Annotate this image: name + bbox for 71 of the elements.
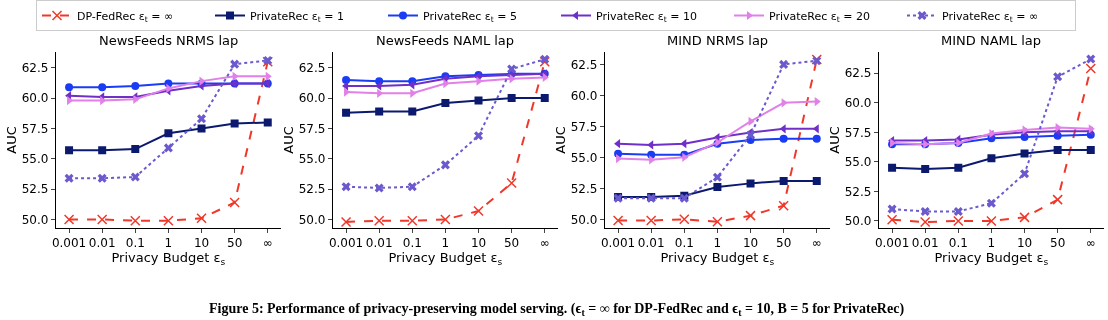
chart-title: MIND NAML lap [941,33,1041,48]
y-tick-label: 55.0 [844,155,872,170]
legend-label: PrivateRec ε$_{t}$ = 1 [250,9,344,25]
y-axis-title: AUC [280,126,296,154]
legend-label: PrivateRec ε$_{t}$ = 20 [769,9,870,25]
y-tick-label: 57.5 [844,125,872,140]
legend-label: DP-FedRec ε$_{t}$ = ∞ [77,9,174,25]
y-tick-label: 62.5 [844,66,872,81]
x-tick-label: 0.1 [125,236,145,251]
x-tick-label: 0.1 [948,236,968,251]
x-tick-label: 0.001 [874,236,910,251]
x-tick-label: 0.001 [328,236,364,251]
x-tick-label: 0.1 [402,236,422,251]
y-tick-label: 50.0 [844,214,872,229]
x-tick-label: 0.1 [674,236,694,251]
y-tick-label: 57.5 [570,119,598,134]
y-tick-label: 60.0 [21,91,49,106]
chart-title: NewsFeeds NAML lap [376,33,515,48]
x-tick-label: ∞ [1085,236,1096,251]
x-tick-label: 0.01 [911,236,939,251]
y-tick-label: 62.5 [21,60,49,75]
y-tick-label: 60.0 [570,88,598,103]
y-tick-label: 52.5 [21,182,49,197]
x-axis-title: Privacy Budget ε$_{s}$ [660,250,775,268]
y-tick-label: 62.5 [298,60,326,75]
x-axis-title: Privacy Budget ε$_{s}$ [111,250,226,268]
chart-title: MIND NRMS lap [667,33,769,48]
x-tick-label: 1 [164,236,173,251]
x-tick-label: 10 [1016,236,1033,251]
y-tick-label: 52.5 [844,184,872,199]
chart-title: NewsFeeds NRMS lap [99,33,239,48]
x-tick-label: 1 [987,236,996,251]
y-tick-label: 52.5 [570,181,598,196]
y-tick-label: 50.0 [298,212,326,227]
x-tick-label: 50 [776,236,792,251]
y-tick-label: 50.0 [21,212,49,227]
x-tick-label: 0.001 [51,236,87,251]
legend-label: PrivateRec ε$_{t}$ = ∞ [942,9,1039,25]
x-tick-label: 1 [441,236,450,251]
y-tick-label: 60.0 [298,91,326,106]
x-tick-label: 0.01 [88,236,116,251]
x-tick-label: 10 [742,236,759,251]
x-tick-label: 10 [193,236,210,251]
x-tick-label: ∞ [262,236,273,251]
y-tick-label: 55.0 [21,152,49,167]
x-tick-label: 50 [1050,236,1066,251]
y-axis-title: AUC [826,126,842,154]
x-tick-label: 0.001 [600,236,636,251]
legend-label: PrivateRec ε$_{t}$ = 10 [596,9,697,25]
legend-label: PrivateRec ε$_{t}$ = 5 [423,9,517,25]
caption: Figure 5: Performance of privacy-preserving model serving. (ϵ$_{t}$ = ∞ for DP-FedRec and ϵ$_{t}$ = 10, B = 5 for PrivateRec) [209,301,905,318]
y-axis-title: AUC [552,126,568,154]
y-tick-label: 50.0 [570,212,598,227]
x-tick-label: 0.01 [637,236,665,251]
x-tick-label: 10 [470,236,487,251]
x-tick-label: 50 [226,236,243,251]
y-tick-label: 55.0 [570,150,598,165]
x-tick-label: 50 [503,236,520,251]
y-tick-label: 55.0 [298,152,326,167]
x-tick-label: 1 [713,236,722,251]
x-axis-title: Privacy Budget ε$_{s}$ [388,250,503,268]
x-axis-title: Privacy Budget ε$_{s}$ [934,250,1049,268]
y-tick-label: 52.5 [298,182,326,197]
y-tick-label: 57.5 [298,121,326,136]
x-tick-label: 0.01 [365,236,393,251]
y-tick-label: 60.0 [844,95,872,110]
y-tick-label: 62.5 [570,57,598,72]
y-tick-label: 57.5 [21,121,49,136]
x-tick-label: ∞ [811,236,822,251]
y-axis-title: AUC [3,126,19,154]
x-tick-label: ∞ [539,236,550,251]
